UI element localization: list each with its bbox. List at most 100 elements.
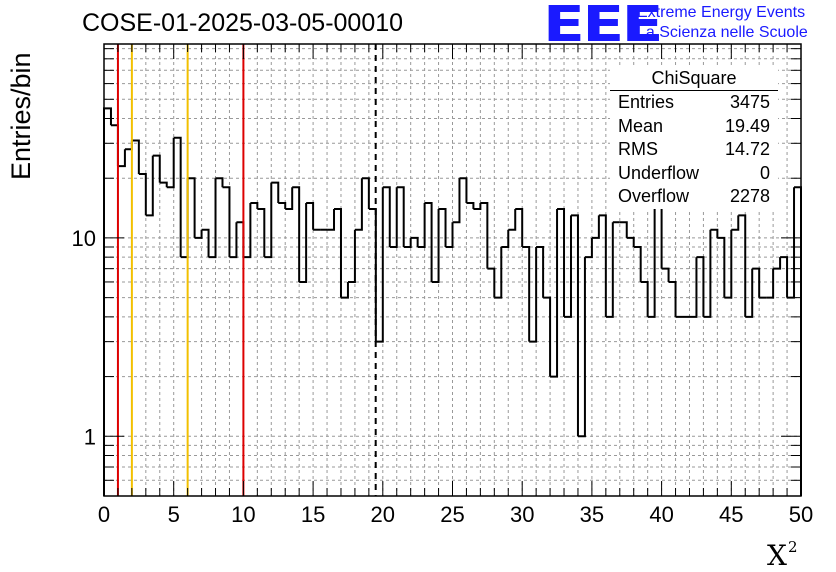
chart-title: COSE-01-2025-03-05-00010: [82, 9, 404, 37]
histogram-bin: [334, 207, 342, 298]
histogram-bin: [110, 124, 119, 167]
histogram-bin: [570, 214, 579, 437]
histogram-bin: [403, 237, 412, 249]
histogram-bin: [591, 215, 600, 239]
histogram-bin: [145, 155, 154, 217]
histogram-bin: [299, 203, 308, 283]
stats-row-mean: Mean 19.49: [610, 115, 778, 139]
histogram-bin: [208, 178, 217, 259]
histogram-bin: [494, 247, 503, 299]
histogram-bin: [396, 186, 405, 248]
histogram-bin: [689, 257, 698, 318]
stats-value: 19.49: [724, 115, 770, 136]
histogram-bin: [271, 181, 280, 204]
y-tick-labels: 1 10: [72, 226, 96, 449]
histogram-bin: [696, 256, 705, 317]
histogram-bin: [745, 268, 754, 318]
histogram-bin: [647, 192, 656, 318]
histogram-bin: [536, 246, 545, 298]
x-tick-label: 0: [98, 502, 110, 527]
stats-label: Overflow: [618, 186, 690, 206]
histogram-bin: [152, 154, 161, 183]
histogram-bin: [201, 228, 210, 258]
histogram-bin: [515, 207, 524, 248]
histogram-bin: [633, 246, 642, 282]
histogram-bin: [661, 267, 670, 282]
histogram-bin: [117, 149, 126, 168]
logo-caption-line1: Extreme Energy Events: [637, 4, 806, 21]
stats-value: 2278: [729, 186, 770, 206]
histogram-bin: [124, 140, 133, 151]
histogram-bin: [508, 208, 517, 231]
histogram-bin: [424, 202, 433, 282]
stats-row-underflow: Underflow 0: [610, 162, 778, 186]
stats-value: 14.72: [724, 139, 770, 159]
annotation-lines: [116, 44, 377, 496]
histogram-bin: [264, 182, 273, 259]
histogram-bin: [452, 178, 461, 224]
histogram-bin: [417, 203, 426, 249]
x-tick-labels: 0 5 10 15 20 25 30 35 40 45 50: [98, 502, 813, 527]
stats-value: 3475: [729, 92, 770, 112]
histogram-bin: [375, 187, 384, 343]
x-tick-label: 35: [580, 502, 604, 527]
stats-label: Mean: [618, 115, 664, 136]
histogram-bin: [501, 229, 510, 249]
stats-row-entries: Entries 3475: [610, 91, 778, 115]
histogram-bin: [724, 229, 733, 299]
histogram-bin: [347, 229, 356, 283]
histogram-bin: [459, 177, 468, 204]
stats-label: RMS: [618, 139, 658, 159]
histogram-bin: [187, 177, 196, 238]
histogram-bin: [780, 256, 789, 298]
x-axis-label-sup: 2: [787, 538, 798, 556]
histogram-bin: [480, 202, 489, 269]
histogram-bin: [257, 207, 266, 258]
histogram-bin: [292, 186, 301, 282]
histogram-bin: [382, 186, 391, 248]
histogram-bin: [752, 267, 761, 298]
histogram-bin: [529, 247, 538, 343]
histogram-bin: [285, 187, 294, 210]
stats-row-rms: RMS 14.72: [610, 138, 778, 162]
histogram-bin: [103, 107, 112, 496]
stats-title: ChiSquare: [610, 68, 778, 91]
histogram-bin: [389, 187, 398, 249]
histogram-bin: [717, 236, 726, 298]
x-axis-label: X2: [767, 538, 797, 572]
histogram-bin: [222, 186, 231, 258]
histogram-bin: [550, 208, 559, 378]
histogram-bin: [584, 237, 593, 259]
x-tick-label: 25: [440, 502, 464, 527]
histogram-bin: [598, 214, 607, 317]
histogram: [103, 107, 802, 496]
histogram-bin: [354, 178, 363, 231]
histogram-bin: [229, 222, 238, 259]
histogram-bin: [138, 173, 147, 216]
x-tick-label: 50: [789, 502, 813, 527]
histogram-bin: [466, 202, 475, 209]
histogram-bin: [619, 221, 628, 238]
y-tick-label: 10: [72, 226, 96, 251]
histogram-bin: [445, 222, 454, 249]
histogram-bin: [605, 222, 614, 318]
histogram-bin: [640, 280, 649, 317]
histogram-bin: [166, 137, 175, 189]
stats-label: Underflow: [618, 162, 700, 183]
logo-caption: Extreme Energy Events La Scienza nelle S…: [637, 3, 808, 43]
histogram-bin: [626, 236, 635, 248]
histogram-bin: [522, 246, 531, 342]
stats-value: 0: [759, 162, 770, 183]
x-axis-label-text: X: [767, 539, 787, 572]
histogram-bin: [306, 202, 315, 230]
stats-row-overflow: Overflow 2278: [610, 185, 778, 209]
histogram-bin: [410, 236, 419, 248]
x-tick-label: 20: [371, 502, 395, 527]
histogram-bin: [361, 177, 370, 209]
histogram-bin: [557, 207, 566, 317]
histogram-bin: [668, 280, 677, 317]
histogram-bin: [327, 208, 336, 231]
eee-logo: EEE: [543, 0, 664, 53]
histogram-bin: [250, 202, 259, 209]
histogram-bin: [710, 228, 719, 238]
